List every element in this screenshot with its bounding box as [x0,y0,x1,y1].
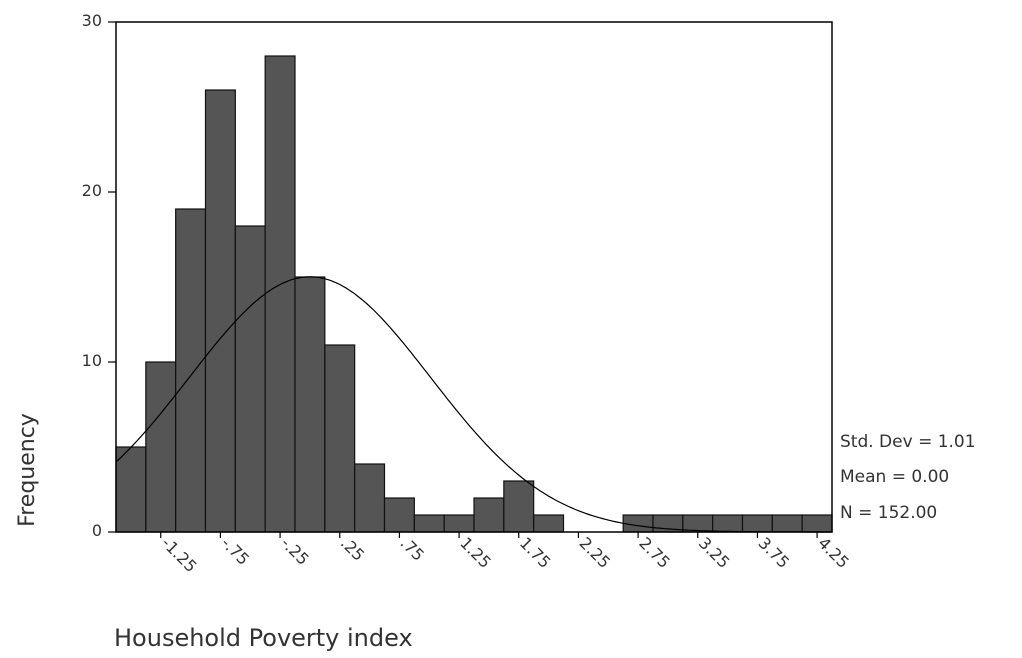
histogram-bar [324,344,356,533]
y-tick-label: 10 [82,351,102,370]
histogram-bar [503,480,535,533]
x-axis-title: Household Poverty index [114,624,413,652]
x-tick-label: 2.25 [576,533,615,572]
y-tick-label: 0 [92,521,102,540]
x-tick-label: 1.25 [456,533,495,572]
histogram-bar [741,514,773,533]
histogram-bar [294,276,326,533]
histogram-bar [354,463,386,533]
x-tick-label: 2.75 [635,533,674,572]
histogram-bar [115,446,147,533]
x-tick-label: .75 [397,533,428,564]
histogram-bar [175,208,207,533]
x-tick-label: -.75 [218,533,254,569]
histogram-bar [771,514,803,533]
x-axis: -1.25 -.75 -.25 .25 .75 1.25 1.75 2.25 2.75 3.25 3… [158,532,853,576]
stat-n: N = 152.00 [840,503,937,523]
y-tick-label: 30 [82,11,102,30]
x-tick-label: -.25 [277,533,313,569]
histogram-bar [533,514,565,533]
x-tick-label: 4.25 [814,533,853,572]
y-tick-label: 20 [82,181,102,200]
x-tick-label: .25 [337,533,368,564]
x-tick-label: 3.25 [695,533,734,572]
histogram-bar [383,497,415,533]
x-tick-label: 1.75 [516,533,555,572]
histogram-bar [145,361,177,533]
stat-mean: Mean = 0.00 [840,467,949,487]
histogram-bar [413,514,445,533]
histogram-bar [682,514,714,533]
histogram-bar [473,497,505,533]
stat-std-dev: Std. Dev = 1.01 [840,432,976,452]
histogram-bar [443,514,475,533]
y-axis-title: Frequency [15,413,40,527]
histogram-bar [801,514,833,533]
histogram-bar [264,55,296,533]
histogram-bar [712,514,744,533]
histogram-bar [204,89,236,533]
x-tick-label: -1.25 [158,533,201,576]
plot-frame [115,21,833,533]
bars-group [115,55,833,533]
x-tick-label: 3.75 [755,533,794,572]
histogram-bar [234,225,266,533]
y-axis: 0 10 20 30 [82,11,116,540]
normal-curve [115,276,832,533]
